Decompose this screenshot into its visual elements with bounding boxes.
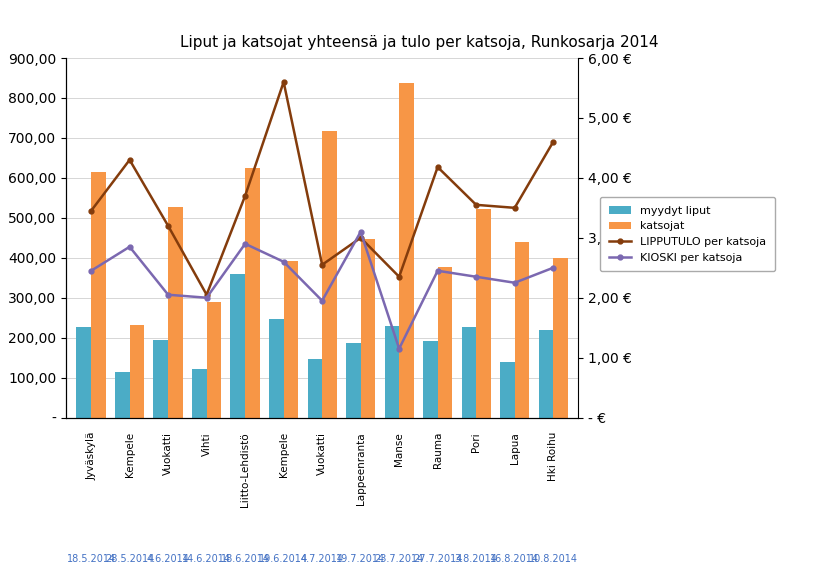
Bar [307,359,322,418]
Bar [462,327,476,418]
Text: 18.5.2014: 18.5.2014 [67,554,116,564]
Line: KIOSKI per katsoja: KIOSKI per katsoja [88,229,556,351]
Bar [438,267,453,418]
Bar [423,341,438,418]
Text: Hki Roihu: Hki Roihu [548,432,558,481]
Bar [322,130,337,418]
KIOSKI per katsoja [471,273,481,280]
Bar [385,326,399,418]
LIPPUTULO per katsoja [356,234,366,241]
Text: Manse: Manse [394,432,404,466]
Text: Vuokatti: Vuokatti [163,432,173,475]
Text: 10.8.2014: 10.8.2014 [529,554,577,564]
Text: 16.8.2014: 16.8.2014 [490,554,539,564]
Bar [91,172,106,418]
Text: Vihti: Vihti [202,432,211,456]
Bar [115,372,130,418]
Text: 4.6.2014: 4.6.2014 [147,554,189,564]
Bar [206,302,221,418]
Bar [553,258,567,418]
KIOSKI per katsoja [433,267,443,274]
Bar [515,242,529,418]
LIPPUTULO per katsoja [278,78,288,85]
Bar [77,327,91,418]
Bar [346,343,361,418]
Legend: myydyt liput, katsojat, LIPPUTULO per katsoja, KIOSKI per katsoja: myydyt liput, katsojat, LIPPUTULO per ka… [601,197,776,271]
LIPPUTULO per katsoja [510,204,520,211]
Bar [476,209,491,418]
Bar [154,340,169,418]
Bar [245,168,259,418]
KIOSKI per katsoja [548,264,558,271]
Text: 28.5.2014: 28.5.2014 [105,554,154,564]
Bar [130,324,145,418]
KIOSKI per katsoja [317,297,327,304]
Bar [539,329,553,418]
LIPPUTULO per katsoja [164,222,173,229]
KIOSKI per katsoja [202,294,211,301]
Text: Rauma: Rauma [433,432,443,469]
Y-axis label: Määrä: Määrä [0,218,2,258]
Bar [283,260,298,418]
LIPPUTULO per katsoja [125,157,135,164]
KIOSKI per katsoja [164,291,173,298]
Title: Liput ja katsojat yhteensä ja tulo per katsoja, Runkosarja 2014: Liput ja katsojat yhteensä ja tulo per k… [180,35,658,50]
Text: Lappeenranta: Lappeenranta [356,432,366,505]
Text: Lapua: Lapua [510,432,520,464]
LIPPUTULO per katsoja [86,207,96,214]
KIOSKI per katsoja [86,267,96,274]
KIOSKI per katsoja [510,280,520,287]
Text: Kempele: Kempele [278,432,288,477]
Text: 3.8.2014: 3.8.2014 [455,554,497,564]
Line: LIPPUTULO per katsoja: LIPPUTULO per katsoja [88,79,556,297]
Bar [230,274,245,418]
Text: 18.6.2014: 18.6.2014 [221,554,269,564]
LIPPUTULO per katsoja [317,261,327,268]
KIOSKI per katsoja [240,240,250,247]
Bar [269,319,283,418]
Bar [169,207,183,418]
Text: 27.7.2014: 27.7.2014 [413,554,463,564]
Text: 14.6.2014: 14.6.2014 [182,554,231,564]
LIPPUTULO per katsoja [240,193,250,200]
KIOSKI per katsoja [125,244,135,251]
Text: 19.7.2014: 19.7.2014 [336,554,385,564]
Text: Liitto-Lehdistö: Liitto-Lehdistö [240,432,250,506]
Bar [500,362,515,418]
LIPPUTULO per katsoja [548,139,558,146]
Bar [192,369,206,418]
KIOSKI per katsoja [278,258,288,265]
LIPPUTULO per katsoja [433,164,443,171]
LIPPUTULO per katsoja [394,273,404,280]
Text: 19.6.2014: 19.6.2014 [259,554,308,564]
LIPPUTULO per katsoja [471,201,481,208]
Text: 23.7.2014: 23.7.2014 [374,554,424,564]
Text: Jyväskylä: Jyväskylä [86,432,96,480]
Text: Vuokatti: Vuokatti [317,432,327,475]
Bar [399,83,414,418]
KIOSKI per katsoja [394,345,404,352]
LIPPUTULO per katsoja [202,291,211,298]
Bar [361,239,375,418]
Text: Kempele: Kempele [125,432,135,477]
KIOSKI per katsoja [356,229,366,235]
Text: Pori: Pori [471,432,482,452]
Text: 4.7.2014: 4.7.2014 [301,554,344,564]
